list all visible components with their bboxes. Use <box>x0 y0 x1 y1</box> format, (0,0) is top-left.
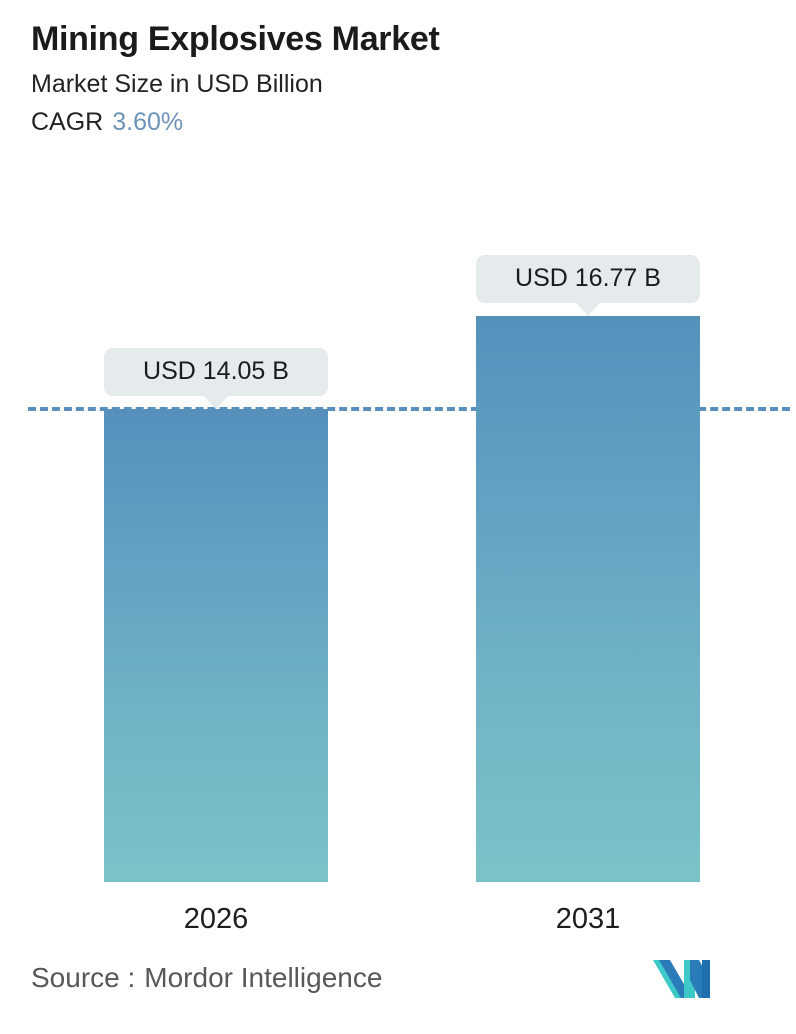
mordor-intelligence-logo-icon <box>653 956 711 1002</box>
bar-2026[interactable] <box>104 409 328 882</box>
source-text: Source : Mordor Intelligence <box>31 962 382 994</box>
x-axis-label-2026: 2026 <box>183 903 249 935</box>
source-value: Mordor Intelligence <box>144 962 383 993</box>
value-bubble-2031: USD 16.77 B <box>476 255 700 316</box>
chart-footer: Source : Mordor Intelligence <box>31 956 765 1008</box>
chart-header: Mining Explosives Market Market Size in … <box>31 18 731 139</box>
cagr-label: CAGR <box>31 108 104 136</box>
value-bubble-2026: USD 14.05 B <box>104 348 328 409</box>
source-label: Source : <box>31 962 136 993</box>
x-axis-label-2031: 2031 <box>555 903 621 935</box>
cagr-value: 3.60% <box>112 108 184 136</box>
page-title: Mining Explosives Market <box>31 20 440 58</box>
cagr-row: CAGR 3.60% <box>31 106 731 139</box>
bar-2031[interactable] <box>476 316 700 882</box>
reference-dashed-line <box>28 407 790 411</box>
chart-subtitle: Market Size in USD Billion <box>31 69 323 98</box>
